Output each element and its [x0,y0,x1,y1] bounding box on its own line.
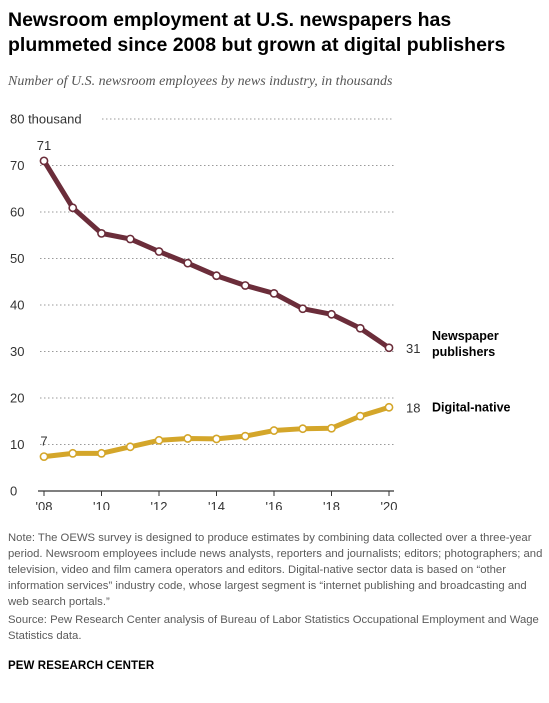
y-tick-label: 20 [10,391,24,406]
series-name-label: publishers [432,345,495,359]
x-tick-label: '12 [151,499,168,510]
series-name-label: Newspaper [432,329,499,343]
data-point [154,247,164,256]
data-point [68,448,78,458]
y-tick-label: 0 [10,484,17,499]
y-axis: 0 10 20 30 40 50 60 70 80 thousand [10,112,82,499]
x-tick-label: '10 [93,499,110,510]
x-tick-label: '16 [266,499,283,510]
data-point [269,426,279,435]
data-point [183,258,193,268]
x-tick-label: '18 [323,499,340,510]
chart-subtitle: Number of U.S. newsroom employees by new… [8,74,393,89]
data-point [125,234,135,244]
y-tick-label: 10 [10,437,24,452]
data-point [68,203,78,213]
x-tick-label: '14 [208,499,225,510]
data-point [97,448,106,458]
start-value-label: 7 [40,434,47,449]
data-point [183,434,193,443]
x-tick-label: '20 [381,499,398,510]
start-value-label: 71 [37,138,51,153]
series-digital-native: 7 18 Digital-native [39,400,511,461]
data-point [355,323,365,333]
data-point [327,423,336,433]
data-point [355,411,365,421]
y-tick-label: 50 [10,251,24,266]
data-point [269,288,279,298]
data-point [240,281,250,290]
data-point [298,424,308,434]
data-point [97,228,106,238]
y-tick-label: 60 [10,205,24,220]
data-point [125,442,135,452]
data-point [384,343,394,353]
gridlines [40,118,394,445]
data-point [39,156,49,166]
y-tick-label: 70 [10,158,24,173]
data-point [154,435,164,445]
series: 71 31 Newspaper publishers 7 18 Digital-native [37,138,511,461]
x-tick-label: '08 [36,499,53,510]
chart-source: Source: Pew Research Center analysis of … [8,614,539,642]
chart-title: Newsroom employment at U.S. newspapers h… [8,9,506,56]
data-point [39,452,49,461]
chart-note: Note: The OEWS survey is designed to pro… [8,532,543,608]
y-tick-label: 30 [10,344,24,359]
data-point [384,402,394,412]
series-newspaper-publishers: 71 31 Newspaper publishers [37,138,499,359]
data-point [212,434,221,444]
y-tick-label: 40 [10,298,24,313]
end-value-label: 31 [406,341,420,356]
end-value-label: 18 [406,400,420,415]
data-point [212,271,221,281]
series-line [41,158,392,351]
y-tick-label: 80 thousand [10,112,82,127]
data-point [240,431,250,441]
series-name-label: Digital-native [432,400,511,414]
data-point [298,304,308,314]
brand-logo-text: PEW RESEARCH CENTER [8,660,155,672]
series-line [41,404,392,460]
data-point [327,309,336,319]
x-axis: '08 '10 '12 '14 '16 '18 '20 [36,491,398,510]
